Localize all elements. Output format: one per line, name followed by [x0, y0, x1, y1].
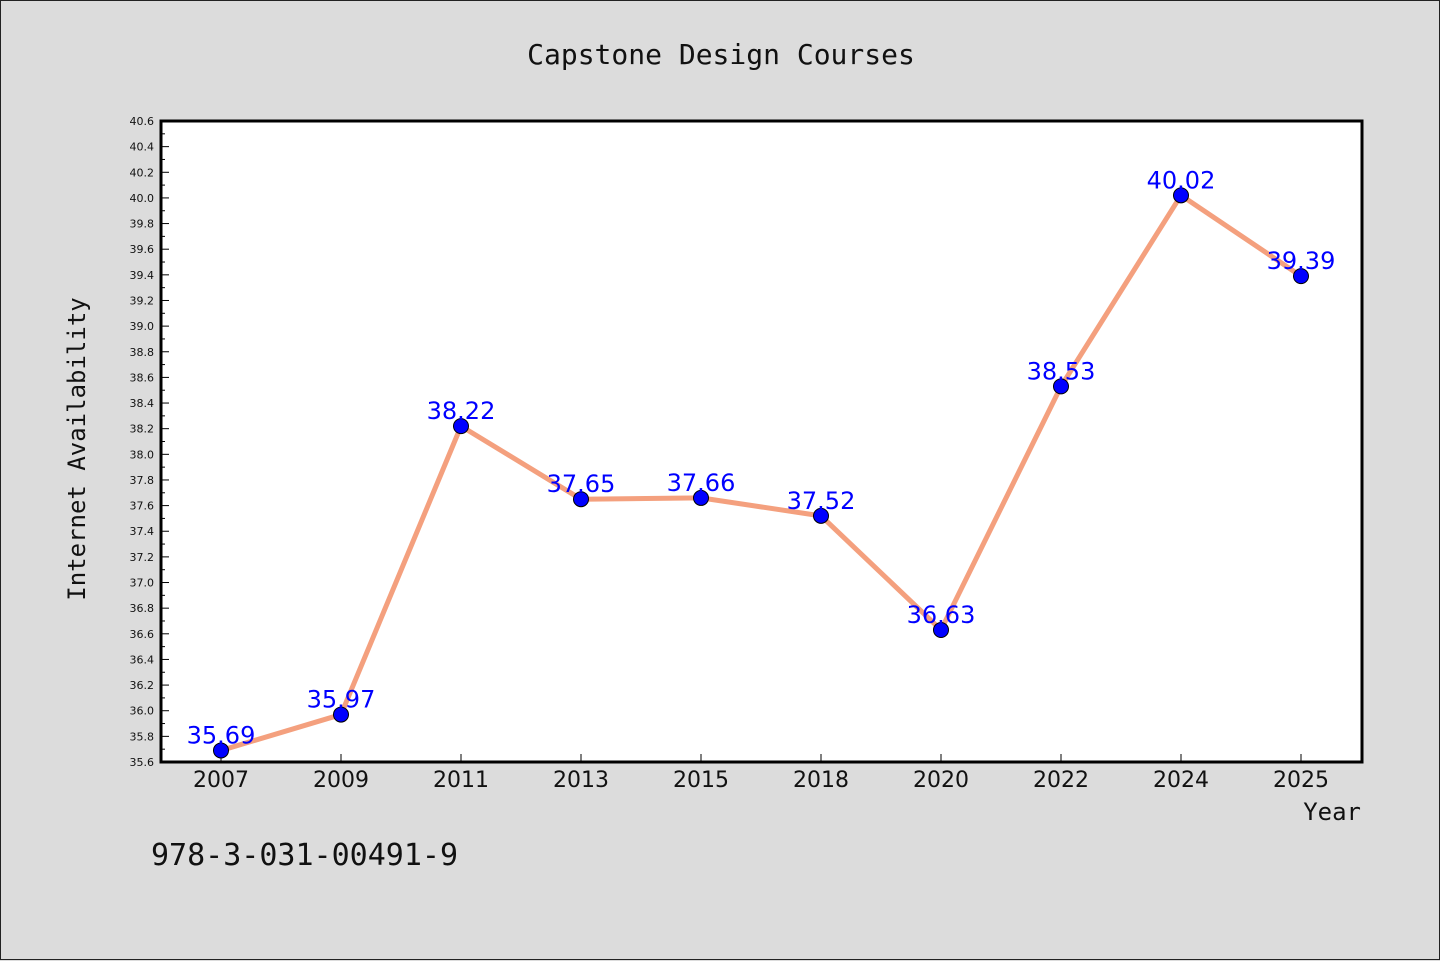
y-tick-label: 39.8	[130, 218, 155, 231]
data-point	[453, 418, 469, 435]
y-tick-label: 38.2	[130, 423, 155, 436]
y-tick-label: 37.0	[130, 577, 155, 590]
x-tick-label: 2011	[433, 768, 489, 793]
data-label: 37.52	[787, 487, 856, 515]
y-tick-label: 37.2	[130, 551, 155, 564]
data-point	[1293, 268, 1309, 285]
y-tick-label: 40.4	[130, 141, 155, 154]
y-axis-ticks: 35.6 35.8 36.0 36.2 36.4 36.6 36.8 37.0 37.2 37.4…	[130, 115, 169, 769]
y-tick-label: 35.6	[130, 756, 155, 769]
chart-title: Capstone Design Courses	[527, 38, 915, 71]
x-tick-label: 2013	[553, 768, 609, 793]
data-point	[933, 621, 949, 638]
y-tick-label: 39.2	[130, 294, 155, 307]
series-line	[218, 192, 1304, 753]
data-point	[213, 742, 229, 759]
y-tick-label: 40.2	[130, 166, 155, 179]
isbn-text: 978-3-031-00491-9	[151, 838, 458, 873]
data-label: 38.53	[1027, 357, 1096, 385]
x-tick-label: 2018	[793, 768, 849, 793]
y-tick-label: 36.6	[130, 628, 155, 641]
y-tick-label: 37.4	[130, 525, 155, 538]
y-tick-label: 39.0	[130, 320, 155, 333]
data-label: 38.22	[427, 397, 496, 425]
y-tick-label: 36.0	[130, 705, 155, 718]
y-tick-label: 36.2	[130, 679, 155, 692]
series-layer: 35.69 35.97 38.22 37.65 37.66 37.52 36.63 38.53…	[187, 166, 1336, 759]
data-label: 35.69	[187, 721, 256, 749]
x-tick-label: 2022	[1033, 768, 1089, 793]
data-label: 35.97	[307, 686, 376, 714]
y-axis-title: Internet Availability	[63, 297, 91, 600]
data-point	[573, 491, 589, 508]
data-label: 37.66	[667, 469, 736, 497]
y-tick-label: 40.0	[130, 192, 155, 205]
y-tick-label: 36.4	[130, 653, 155, 666]
data-point	[813, 507, 829, 524]
y-tick-label: 37.8	[130, 474, 155, 487]
x-tick-label: 2009	[313, 768, 369, 793]
data-label: 39.39	[1267, 247, 1336, 275]
x-axis-title: Year	[1303, 798, 1361, 826]
x-tick-label: 2007	[193, 768, 249, 793]
y-tick-label: 38.0	[130, 448, 155, 461]
plot-area	[159, 119, 1364, 764]
y-tick-label: 38.6	[130, 371, 155, 384]
x-tick-label: 2025	[1273, 768, 1329, 793]
y-tick-label: 39.4	[130, 269, 155, 282]
x-axis-ticks: 2007 2009 2011 2013 2015 2018 2020 2022 2024 2025	[193, 754, 1329, 793]
data-label: 36.63	[907, 601, 976, 629]
y-tick-label: 36.8	[130, 602, 155, 615]
data-point	[1173, 187, 1189, 204]
data-label: 40.02	[1147, 166, 1216, 194]
data-label: 37.65	[547, 470, 616, 498]
y-tick-label: 40.6	[130, 115, 155, 128]
y-tick-label: 39.6	[130, 243, 155, 256]
x-tick-label: 2024	[1153, 768, 1209, 793]
y-tick-label: 37.6	[130, 500, 155, 513]
x-tick-label: 2020	[913, 768, 969, 793]
y-tick-label: 38.8	[130, 346, 155, 359]
y-tick-label: 35.8	[130, 730, 155, 743]
data-point	[333, 706, 349, 723]
data-point	[693, 489, 709, 506]
data-point	[1053, 378, 1069, 395]
y-tick-label: 38.4	[130, 397, 155, 410]
x-tick-label: 2015	[673, 768, 729, 793]
